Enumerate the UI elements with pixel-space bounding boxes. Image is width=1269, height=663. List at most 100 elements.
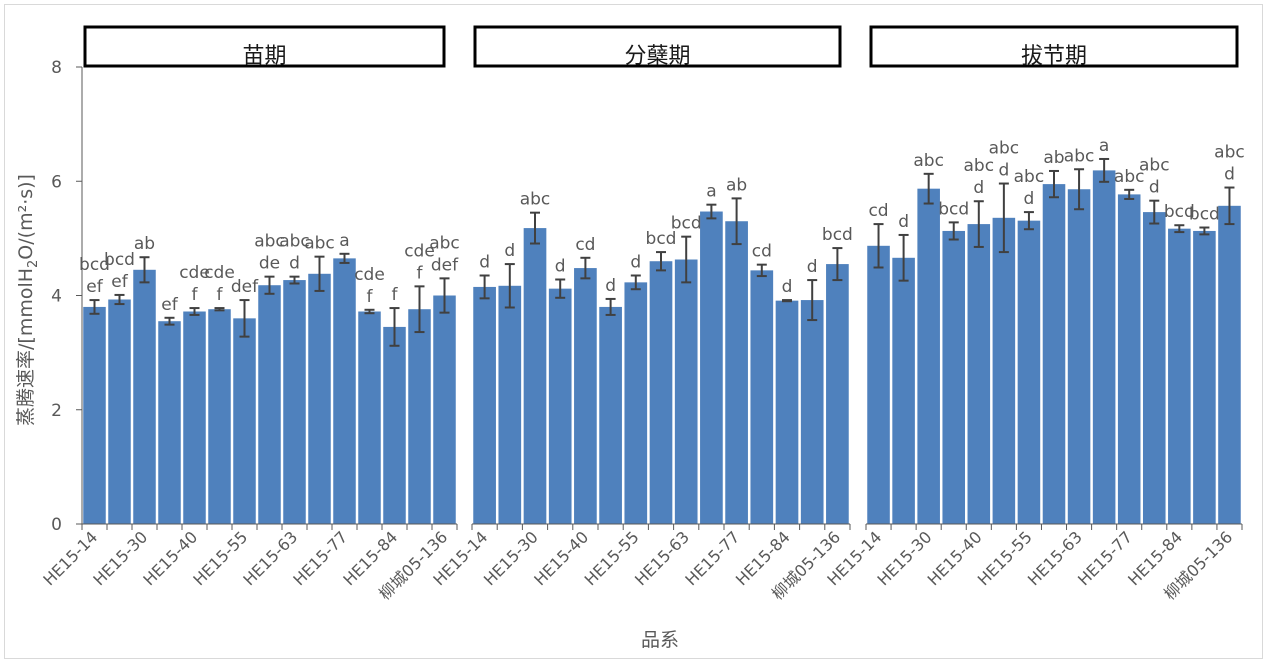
bar: [826, 264, 849, 524]
bar: [700, 211, 723, 524]
significance-label: abc: [279, 232, 310, 252]
bar: [1218, 205, 1241, 524]
significance-label: f: [392, 285, 399, 305]
significance-label: a: [706, 182, 716, 202]
significance-label: def: [231, 277, 259, 297]
significance-label: de: [259, 254, 280, 274]
panel-header-box: [83, 25, 446, 68]
x-tick-label: HE15-40: [530, 527, 592, 589]
significance-label: ab: [1043, 148, 1064, 168]
bar: [1193, 230, 1216, 525]
significance-label: abc: [1114, 167, 1145, 187]
significance-label: f: [367, 287, 374, 307]
significance-label: cd: [575, 235, 595, 255]
bar: [649, 261, 673, 524]
panel-header-box: [473, 25, 842, 68]
y-tick-label: 0: [51, 515, 62, 535]
panel-header-box: [869, 25, 1239, 68]
bar: [1168, 228, 1191, 524]
y-tick-label: 8: [51, 58, 62, 78]
bar: [183, 311, 206, 524]
significance-label: bcd: [671, 214, 702, 234]
significance-label: d: [973, 178, 984, 198]
significance-label: a: [339, 231, 349, 251]
x-tick-label: HE15-14: [39, 527, 101, 589]
bar: [750, 270, 774, 524]
bar: [308, 273, 331, 524]
x-tick-label: HE15-40: [924, 527, 986, 589]
bar: [867, 245, 890, 524]
x-tick-label: HE15-77: [289, 527, 351, 589]
significance-label: abc: [1214, 143, 1245, 163]
significance-label: abc: [1014, 167, 1045, 187]
y-axis-title-subscript: 2: [26, 260, 41, 268]
significance-label: bcd: [646, 229, 677, 249]
significance-label: d: [1149, 178, 1160, 198]
significance-label: abc: [989, 139, 1020, 159]
x-tick-label: HE15-30: [480, 527, 542, 589]
panel-title: 分蘖期: [624, 44, 690, 69]
significance-label: cde: [404, 241, 435, 261]
x-tick-label: HE15-30: [874, 527, 936, 589]
bar: [433, 295, 456, 524]
y-axis-title-part: 蒸腾速率/[mmolH: [15, 268, 37, 426]
significance-label: a: [1099, 136, 1109, 156]
x-tick-label: HE15-63: [239, 527, 301, 589]
significance-label: bcd: [1164, 202, 1195, 222]
significance-label: abc: [304, 234, 335, 254]
panel-title: 拔节期: [1021, 44, 1087, 69]
significance-label: d: [998, 161, 1009, 181]
significance-label: cd: [752, 242, 772, 262]
significance-label: ef: [111, 272, 128, 292]
bar: [258, 285, 281, 524]
significance-label: bcd: [104, 250, 135, 270]
bar: [599, 306, 622, 524]
bar: [1017, 220, 1041, 524]
bar: [283, 280, 306, 524]
y-axis-title: 蒸腾速率/[mmolH2O/(m²·s)]: [15, 174, 41, 426]
significance-label: bcd: [79, 255, 110, 275]
significance-label: abc: [520, 190, 551, 210]
significance-label: abc: [429, 233, 460, 253]
bar: [108, 299, 131, 524]
significance-label: f: [417, 263, 424, 283]
bar: [408, 309, 431, 524]
x-tick-label: HE15-77: [1074, 527, 1136, 589]
y-tick-label: 4: [51, 287, 62, 307]
bars: [83, 157, 1241, 525]
significance-label: d: [605, 276, 616, 296]
x-tick-label: HE15-63: [631, 527, 693, 589]
y-axis-title-part: O/(m²·s)]: [15, 174, 37, 260]
significance-label: abc: [964, 156, 995, 176]
x-axis-title: 品系: [641, 629, 679, 651]
significance-label: ef: [161, 295, 178, 315]
x-tick-label: HE15-77: [681, 527, 743, 589]
bar: [967, 224, 991, 524]
significance-label: abc: [254, 232, 285, 252]
bar: [133, 269, 156, 524]
bar: [1042, 184, 1066, 524]
bar: [775, 300, 799, 524]
bar: [892, 257, 915, 524]
bar: [1117, 194, 1141, 525]
significance-label: d: [782, 277, 793, 297]
bar: [333, 258, 356, 524]
significance-label: cde: [204, 263, 235, 283]
significance-label: d: [1024, 189, 1035, 209]
bar: [358, 311, 381, 524]
bar: [498, 285, 522, 524]
bar: [725, 221, 748, 525]
bar: [674, 259, 698, 524]
significance-label: d: [555, 257, 566, 277]
x-tick-label: HE15-40: [139, 527, 201, 589]
significance-label: ef: [86, 277, 103, 297]
bar: [383, 326, 406, 524]
significance-label: d: [479, 253, 490, 273]
significance-label: cd: [868, 201, 888, 221]
significance-label: cde: [179, 263, 210, 283]
significance-label: f: [192, 285, 199, 305]
significance-label: f: [217, 285, 224, 305]
panel-headers: 苗期 分蘖期 拔节期: [83, 25, 1239, 69]
y-tick-label: 2: [51, 401, 62, 421]
